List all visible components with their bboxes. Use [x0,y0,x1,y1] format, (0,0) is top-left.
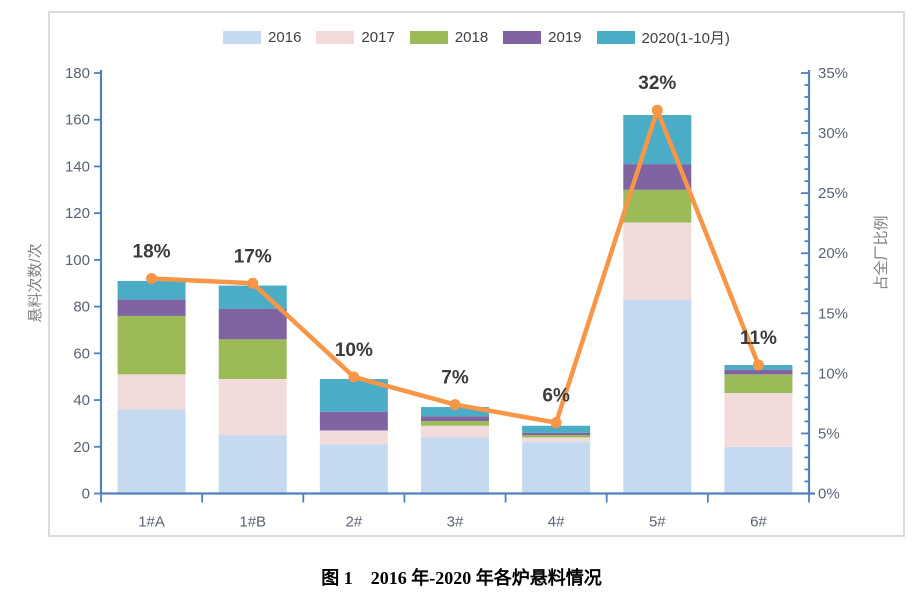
legend-label: 2018 [454,29,489,46]
legend-swatch [409,31,448,44]
legend-label: 2017 [361,29,395,46]
legend-swatch [223,31,262,44]
legend-item-2018: 2018 [409,29,489,46]
legend-swatch [596,31,635,44]
legend-item-2017: 2017 [316,29,395,46]
legend-label: 2020(1-10月) [641,30,730,47]
legend-label: 2019 [548,29,582,46]
chart-frame: 2016 2017 2018 2019 2020(1-10月) [48,11,905,537]
figure-caption: 图 1 2016 年-2020 年各炉悬料情况 [321,568,602,588]
legend-item-2016: 2016 [223,29,301,46]
legend-label: 2016 [268,29,302,46]
legend-item-2020(1-10月): 2020(1-10月) [596,27,730,48]
legend-item-2019: 2019 [503,29,582,46]
left-axis-title: 悬料次数/次 [27,243,44,322]
chart-legend: 2016 2017 2018 2019 2020(1-10月) [50,27,903,48]
legend-swatch [503,31,542,44]
legend-swatch [316,31,355,44]
